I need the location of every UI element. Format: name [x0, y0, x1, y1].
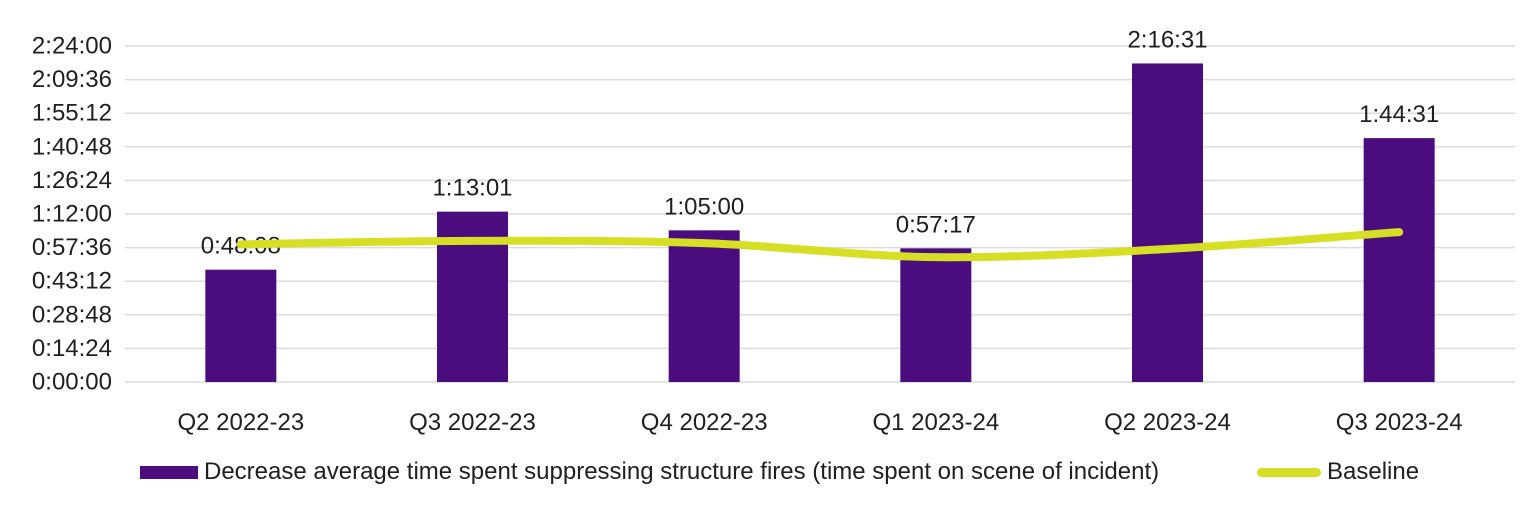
- legend-label-bars: Decrease average time spent suppressing …: [204, 458, 1160, 485]
- x-tick-label: Q4 2022-23: [641, 409, 768, 436]
- y-tick-label: 0:00:00: [32, 369, 112, 396]
- x-tick-label: Q3 2023-24: [1336, 409, 1463, 436]
- legend-swatch-baseline: [1257, 467, 1321, 477]
- y-tick-label: 1:55:12: [32, 100, 112, 127]
- bar-data-label: 1:13:01: [432, 175, 512, 202]
- y-tick-label: 0:57:36: [32, 234, 112, 261]
- legend-item-baseline: Baseline: [1257, 458, 1419, 486]
- bar: [900, 248, 972, 382]
- bar-data-label: 1:44:31: [1359, 101, 1439, 128]
- x-tick-label: Q2 2023-24: [1104, 409, 1231, 436]
- x-tick-label: Q3 2022-23: [409, 409, 536, 436]
- y-tick-label: 2:09:36: [32, 66, 112, 93]
- bar-data-label: 0:57:17: [896, 211, 976, 238]
- y-tick-label: 1:26:24: [32, 167, 112, 194]
- legend-label-baseline: Baseline: [1327, 458, 1420, 485]
- y-tick-label: 0:14:24: [32, 335, 112, 362]
- bar-data-label: 1:05:00: [664, 193, 744, 220]
- bar: [205, 269, 277, 382]
- legend-swatch-bars: [140, 465, 198, 479]
- y-tick-label: 0:43:12: [32, 268, 112, 295]
- x-tick-label: Q1 2023-24: [872, 409, 999, 436]
- y-tick-label: 2:24:00: [32, 33, 112, 60]
- baseline-line: [236, 228, 1404, 262]
- y-tick-label: 0:28:48: [32, 301, 112, 328]
- bar: [1132, 63, 1203, 382]
- bar: [668, 230, 740, 382]
- bar: [1363, 138, 1435, 382]
- plot-area: 0:00:00 0:14:24 0:28:48 0:43:12 0:57:36 1:12:…: [32, 26, 1515, 436]
- x-tick-label: Q2 2022-23: [177, 409, 304, 436]
- bar-data-label: 2:16:31: [1127, 26, 1207, 53]
- legend-item-bars: Decrease average time spent suppressing …: [140, 458, 1159, 486]
- y-tick-label: 1:40:48: [32, 133, 112, 160]
- y-tick-label: 1:12:00: [32, 201, 112, 228]
